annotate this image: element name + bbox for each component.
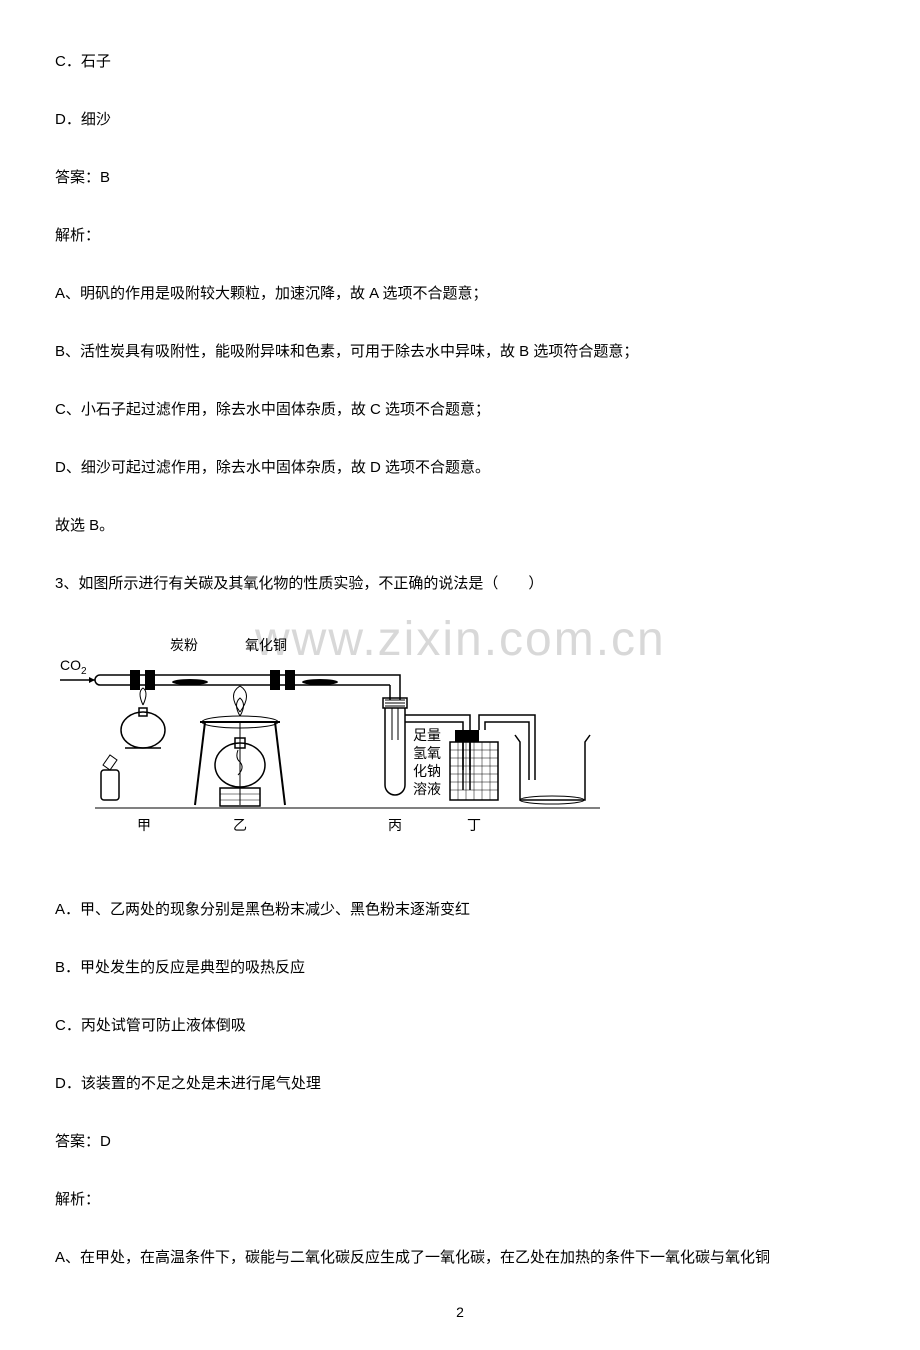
analysis-q2-a: A、明矾的作用是吸附较大颗粒，加速沉降，故 A 选项不合题意； [55,282,865,306]
svg-text:氢氧: 氢氧 [413,746,441,762]
analysis-q2-c: C、小石子起过滤作用，除去水中固体杂质，故 C 选项不合题意； [55,398,865,422]
svg-text:氧化铜: 氧化铜 [245,638,287,654]
svg-text:溶液: 溶液 [413,782,441,798]
option-d-q3: D．该装置的不足之处是未进行尾气处理 [55,1072,865,1096]
q3-stem: 3、如图所示进行有关碳及其氧化物的性质实验，不正确的说法是（ ） [55,572,865,596]
analysis-label-q2: 解析： [55,224,865,248]
svg-text:炭粉: 炭粉 [170,638,198,654]
svg-text:丁: 丁 [467,819,481,834]
answer-q2: 答案：B [55,166,865,190]
analysis-label-q3: 解析： [55,1188,865,1212]
option-c-q3: C．丙处试管可防止液体倒吸 [55,1014,865,1038]
co2-label: CO2 [60,657,87,677]
option-c-q2: C．石子 [55,50,865,74]
option-a-q3: A．甲、乙两处的现象分别是黑色粉末减少、黑色粉末逐渐变红 [55,898,865,922]
svg-text:丙: 丙 [388,819,402,834]
analysis-q3-a: A、在甲处，在高温条件下，碳能与二氧化碳反应生成了一氧化碳，在乙处在加热的条件下… [55,1246,865,1270]
option-d-q2: D．细沙 [55,108,865,132]
svg-text:化钠: 化钠 [413,764,441,780]
analysis-q2-conclusion: 故选 B。 [55,514,865,538]
svg-text:甲: 甲 [137,819,151,834]
svg-text:足量: 足量 [413,728,441,744]
burner-jia [101,688,165,800]
svg-text:乙: 乙 [233,818,247,834]
page-number: 2 [55,1304,865,1320]
analysis-q2-d: D、细沙可起过滤作用，除去水中固体杂质，故 D 选项不合题意。 [55,456,865,480]
experiment-diagram: www.zixin.com.cn CO2 炭粉 氧化铜 [55,630,655,870]
option-b-q3: B．甲处发生的反应是典型的吸热反应 [55,956,865,980]
burner-yi [195,686,285,806]
answer-q3: 答案：D [55,1130,865,1154]
analysis-q2-b: B、活性炭具有吸附性，能吸附异味和色素，可用于除去水中异味，故 B 选项符合题意… [55,340,865,364]
